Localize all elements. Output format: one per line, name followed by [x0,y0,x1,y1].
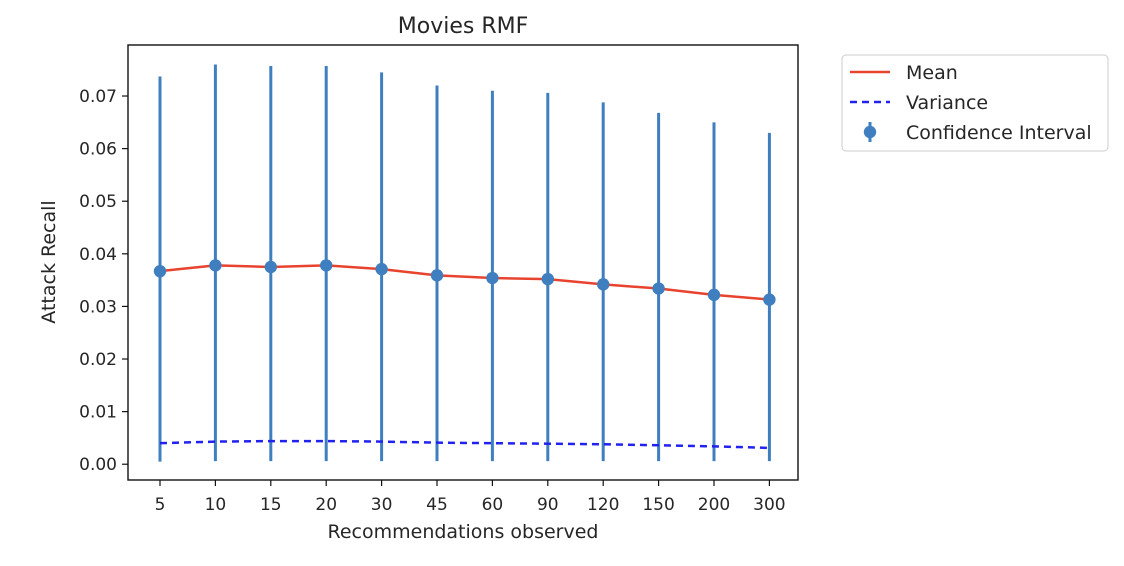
y-axis: 0.00 0.01 0.02 0.03 0.04 0.05 0.06 0.07 [79,87,128,475]
x-tick-label-45: 45 [426,495,448,515]
ci-marker-30 [375,262,388,276]
legend-box [841,54,1109,152]
x-tick-label-15: 15 [260,495,282,515]
mean-line [159,264,770,301]
x-tick-label-200: 200 [698,495,730,515]
legend: Mean Variance Confidence Interval [841,54,1109,152]
y-tick-label-0.05: 0.05 [79,192,117,212]
ci-marker-150 [652,282,665,295]
y-tick-label-0.03: 0.03 [79,297,117,317]
x-tick-label-300: 300 [753,495,785,515]
chart-title: Movies RMF [398,14,529,39]
ci-marker-5 [153,264,167,278]
x-tick-label-120: 120 [587,495,619,515]
legend-mean-label: Mean [906,62,958,84]
ci-marker-300 [763,293,776,306]
x-tick-label-10: 10 [205,495,227,515]
plot-frame [127,44,799,481]
ci-marker-20 [320,259,333,272]
x-tick-label-20: 20 [315,495,337,515]
ci-marker-90 [541,272,554,286]
y-tick-label-0.02: 0.02 [79,350,117,370]
legend-ci-label: Confidence Interval [906,122,1092,144]
y-tick-label-0.06: 0.06 [79,140,117,160]
y-tick-label-0.01: 0.01 [79,403,117,423]
y-tick-label-0.00: 0.00 [79,455,117,475]
x-tick-label-60: 60 [482,495,504,515]
x-tick-label-30: 30 [371,495,393,515]
legend-ci-marker [863,125,877,139]
x-tick-label-5: 5 [155,495,166,515]
variance-line [159,439,770,450]
ci-marker-200 [707,288,721,302]
y-axis-label: Attack Recall [38,200,60,323]
ci-marker-45 [430,269,444,282]
ci-marker-15 [264,260,277,274]
ci-marker-120 [597,278,610,291]
y-tick-label-0.04: 0.04 [79,245,117,265]
x-axis: 5 10 15 20 30 45 60 90 120 150 200 300 [155,480,786,515]
legend-variance-label: Variance [906,92,988,114]
x-tick-label-150: 150 [642,495,674,515]
ci-marker-60 [486,271,499,285]
y-tick-label-0.07: 0.07 [79,87,117,107]
ci-marker-10 [209,259,222,272]
x-axis-label: Recommendations observed [328,521,599,543]
x-tick-label-90: 90 [537,495,559,515]
plot-layer [153,64,776,462]
